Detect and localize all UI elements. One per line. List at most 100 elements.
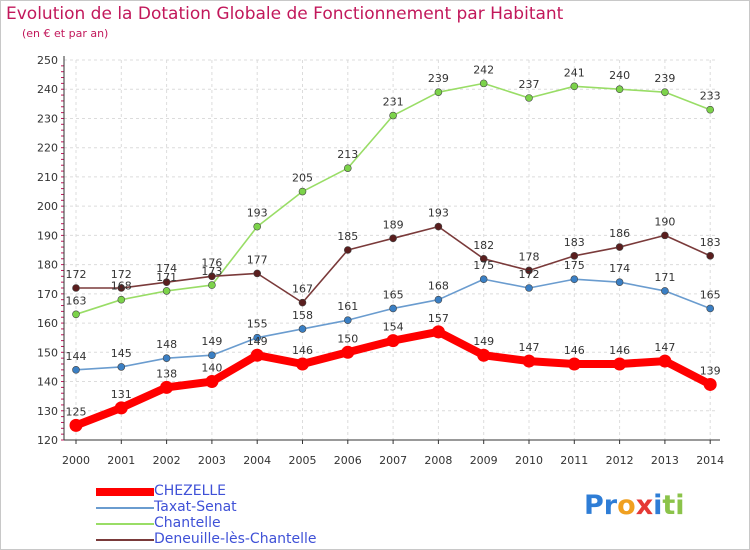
point-taxat-senat [162, 354, 171, 362]
data-label-taxat-senat: 148 [156, 338, 177, 351]
data-label-taxat-senat: 171 [654, 271, 675, 284]
data-label-chezelle: 149 [247, 335, 268, 348]
point-chantelle [525, 94, 533, 102]
data-label-deneuille-l-s-chantelle: 176 [201, 256, 222, 269]
data-label-taxat-senat: 175 [564, 259, 585, 272]
data-label-deneuille-l-s-chantelle: 189 [383, 218, 404, 231]
data-label-deneuille-l-s-chantelle: 177 [247, 253, 268, 266]
logo-letter: i [675, 490, 685, 521]
y-tick-label: 210 [37, 171, 58, 184]
x-tick-label: 2003 [198, 454, 226, 467]
point-chezelle [613, 357, 627, 371]
point-taxat-senat [208, 351, 216, 360]
logo-letter: t [662, 490, 676, 521]
legend-label: Deneuille-lès-Chantelle [154, 531, 317, 547]
data-label-chantelle: 213 [337, 148, 358, 161]
data-label-taxat-senat: 161 [337, 300, 358, 313]
data-label-chantelle: 242 [473, 63, 494, 76]
x-tick-label: 2007 [379, 454, 407, 467]
point-chezelle [296, 357, 309, 371]
point-chezelle [567, 357, 581, 371]
point-deneuille-l-s-chantelle [615, 243, 624, 251]
data-label-taxat-senat: 145 [111, 347, 132, 360]
x-tick-label: 2012 [606, 454, 634, 467]
data-label-deneuille-l-s-chantelle: 167 [292, 283, 313, 296]
point-chantelle [706, 105, 715, 114]
point-chezelle [477, 348, 491, 362]
point-taxat-senat [525, 284, 533, 292]
point-taxat-senat [706, 304, 715, 313]
x-tick-label: 2005 [289, 454, 317, 467]
data-label-chantelle: 241 [564, 66, 585, 79]
point-chezelle [205, 375, 219, 389]
data-label-deneuille-l-s-chantelle: 193 [428, 207, 449, 220]
point-chantelle [661, 88, 669, 96]
legend-label: Chantelle [154, 515, 221, 531]
point-chantelle [72, 310, 80, 319]
data-label-chantelle: 173 [201, 265, 222, 278]
data-label-chezelle: 131 [111, 388, 132, 401]
x-tick-label: 2014 [696, 454, 724, 467]
point-chezelle [341, 345, 355, 359]
point-chezelle [69, 418, 83, 432]
data-label-deneuille-l-s-chantelle: 186 [609, 227, 630, 240]
y-tick-label: 230 [37, 112, 58, 125]
x-tick-label: 2000 [62, 454, 90, 467]
point-chantelle [389, 111, 397, 120]
point-chezelle [250, 348, 264, 362]
data-label-taxat-senat: 149 [201, 335, 222, 348]
point-deneuille-l-s-chantelle [117, 284, 126, 292]
point-chezelle [114, 401, 128, 415]
point-taxat-senat [117, 363, 126, 371]
point-taxat-senat [661, 287, 669, 295]
data-label-chezelle: 138 [156, 367, 177, 380]
data-label-chezelle: 157 [428, 312, 449, 325]
y-tick-label: 140 [37, 376, 58, 389]
data-label-chezelle: 146 [292, 344, 313, 357]
x-tick-label: 2002 [153, 454, 181, 467]
point-deneuille-l-s-chantelle [162, 278, 171, 286]
chart-title: Evolution de la Dotation Globale de Fonc… [6, 4, 564, 24]
point-chantelle [434, 88, 443, 96]
chart-subtitle: (en € et par an) [22, 27, 109, 40]
data-label-chezelle: 147 [519, 341, 540, 354]
point-deneuille-l-s-chantelle [343, 246, 352, 254]
point-deneuille-l-s-chantelle [434, 222, 443, 231]
data-label-taxat-senat: 174 [609, 262, 630, 275]
point-taxat-senat [72, 366, 80, 374]
data-label-chantelle: 193 [247, 207, 268, 220]
y-tick-label: 160 [37, 317, 58, 330]
point-deneuille-l-s-chantelle [208, 272, 216, 281]
data-label-chantelle: 239 [654, 72, 675, 85]
data-label-chantelle: 163 [66, 294, 87, 307]
point-chezelle [386, 334, 400, 348]
y-tick-label: 150 [37, 346, 58, 359]
point-taxat-senat [298, 325, 307, 333]
data-label-chezelle: 125 [66, 405, 87, 418]
data-label-deneuille-l-s-chantelle: 178 [519, 250, 540, 263]
y-tick-label: 240 [37, 83, 58, 96]
y-tick-label: 130 [37, 405, 58, 418]
point-deneuille-l-s-chantelle [389, 234, 397, 243]
data-label-deneuille-l-s-chantelle: 172 [111, 268, 132, 281]
data-label-chezelle: 147 [654, 341, 675, 354]
data-label-taxat-senat: 175 [473, 259, 494, 272]
point-chantelle [298, 187, 307, 196]
y-tick-label: 190 [37, 229, 58, 242]
legend-swatch [96, 507, 154, 509]
y-tick-label: 200 [37, 200, 58, 213]
data-label-deneuille-l-s-chantelle: 183 [700, 236, 721, 249]
x-tick-label: 2006 [334, 454, 362, 467]
data-label-chezelle: 149 [473, 335, 494, 348]
point-chantelle [479, 79, 488, 88]
y-tick-label: 180 [37, 259, 58, 272]
y-tick-label: 170 [37, 288, 58, 301]
data-label-taxat-senat: 165 [383, 288, 404, 301]
data-label-chantelle: 171 [156, 271, 177, 284]
point-deneuille-l-s-chantelle [298, 298, 307, 307]
legend-swatch [96, 539, 154, 541]
point-chezelle [522, 354, 536, 368]
point-taxat-senat [253, 333, 262, 342]
